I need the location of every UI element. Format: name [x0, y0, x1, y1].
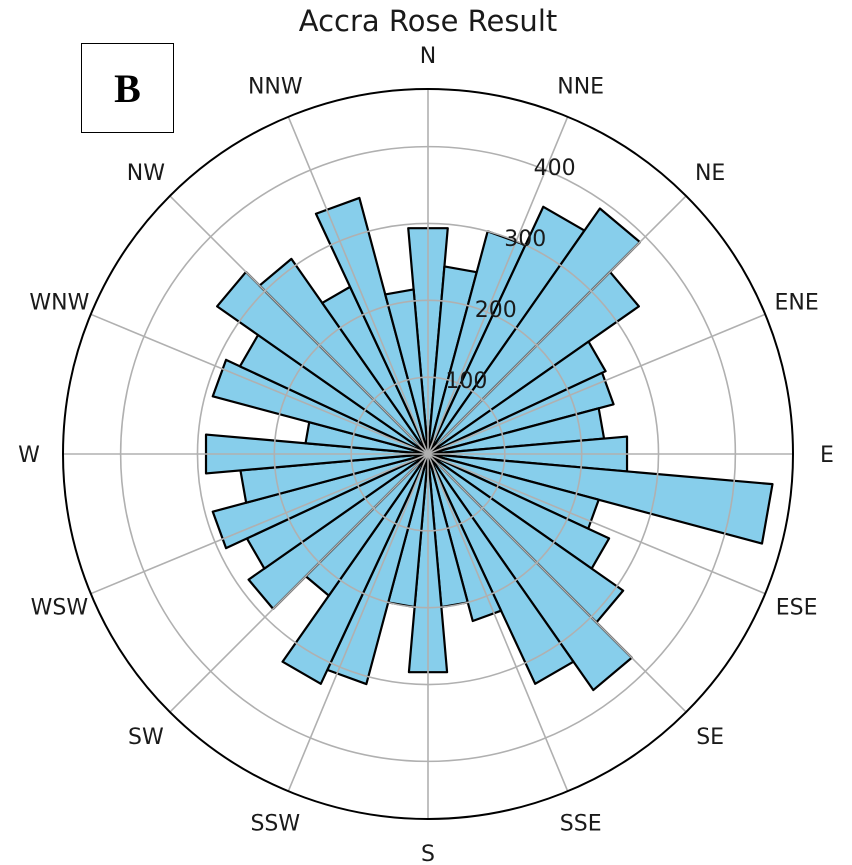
angular-gridline — [427, 453, 766, 595]
angular-gridline — [287, 453, 429, 792]
angular-gridline — [90, 453, 429, 595]
direction-label-ssw: SSW — [250, 812, 300, 837]
radial-tick-label: 400 — [534, 156, 576, 181]
outer-frame — [62, 88, 794, 820]
angular-gridline — [90, 313, 429, 455]
direction-label-s: S — [421, 842, 435, 865]
direction-label-nne: NNE — [557, 74, 604, 99]
panel-label: B — [81, 43, 174, 133]
direction-label-ne: NE — [695, 161, 725, 186]
angular-gridline — [287, 116, 429, 455]
labels-group: N NNE NE ENE E ESE SE SSE S SSW SW WSW W WNW NW NNW 100 2… — [18, 44, 834, 865]
direction-label-wsw: WSW — [31, 596, 89, 621]
angular-gridline — [427, 453, 687, 713]
direction-label-wnw: WNW — [29, 290, 89, 315]
direction-label-sse: SSE — [560, 812, 602, 837]
angular-gridline — [427, 313, 766, 455]
direction-label-nw: NW — [127, 161, 165, 186]
chart-title: Accra Rose Result — [299, 4, 558, 38]
angular-gridline — [169, 453, 429, 713]
radial-tick-label: 200 — [475, 298, 517, 323]
bars-group — [204, 196, 774, 692]
angular-gridline — [169, 195, 429, 455]
angular-gridline — [427, 453, 569, 792]
angular-gridline — [427, 195, 687, 455]
direction-label-se: SE — [696, 725, 724, 750]
direction-label-w: W — [18, 443, 40, 468]
panel-label-text: B — [114, 65, 141, 111]
direction-label-ese: ESE — [776, 596, 818, 621]
direction-label-nnw: NNW — [248, 74, 303, 99]
angular-gridline — [427, 116, 569, 455]
direction-label-e: E — [820, 443, 834, 468]
grid-group — [62, 88, 794, 820]
direction-label-ene: ENE — [774, 290, 818, 315]
direction-label-n: N — [420, 44, 436, 69]
radial-tick-label: 300 — [504, 227, 546, 252]
rose-bar — [384, 288, 430, 456]
direction-label-sw: SW — [128, 725, 164, 750]
radial-tick-label: 100 — [445, 369, 487, 394]
